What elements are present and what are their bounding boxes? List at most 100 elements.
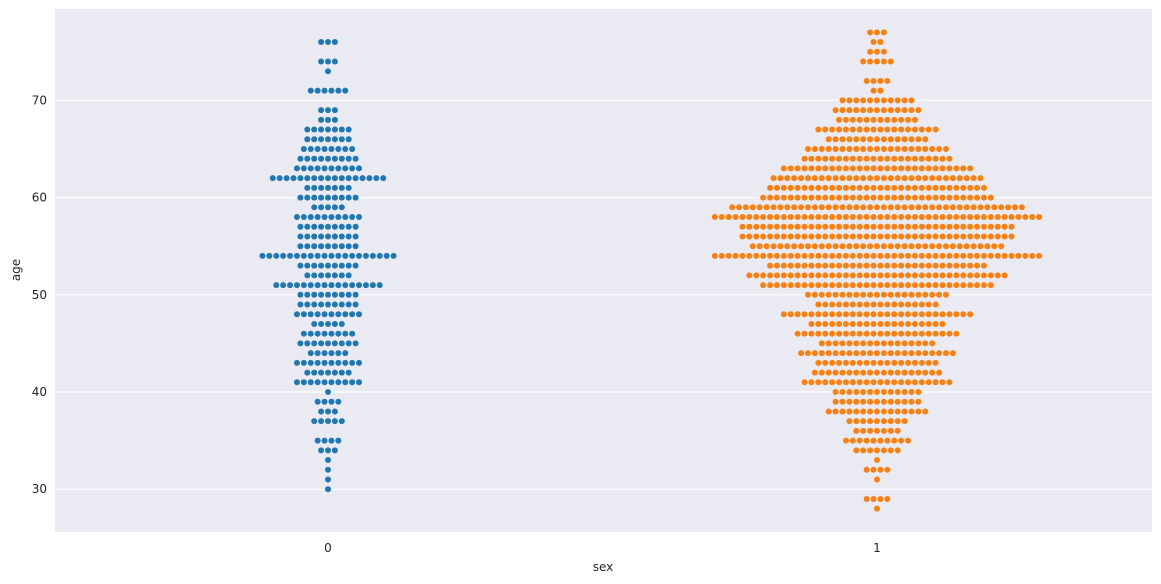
data-point bbox=[874, 369, 880, 376]
data-point bbox=[338, 262, 345, 269]
data-point bbox=[874, 107, 880, 114]
data-point bbox=[870, 194, 877, 201]
data-point bbox=[853, 243, 860, 250]
data-point bbox=[943, 204, 949, 211]
data-point bbox=[338, 291, 345, 298]
data-point bbox=[853, 350, 860, 357]
data-point bbox=[307, 379, 314, 386]
data-point bbox=[946, 379, 953, 386]
data-point bbox=[345, 340, 352, 347]
data-point bbox=[880, 427, 887, 434]
data-point bbox=[825, 136, 832, 143]
data-point bbox=[939, 165, 946, 172]
data-point bbox=[818, 369, 825, 376]
data-point bbox=[880, 340, 887, 347]
data-point bbox=[856, 165, 863, 172]
data-point bbox=[946, 165, 953, 172]
data-point bbox=[304, 291, 311, 298]
data-point bbox=[901, 145, 908, 152]
data-point bbox=[314, 282, 321, 289]
data-point bbox=[318, 233, 325, 240]
data-point bbox=[898, 301, 905, 308]
data-point bbox=[877, 311, 884, 318]
data-point bbox=[863, 77, 870, 84]
data-point bbox=[767, 223, 774, 230]
data-point bbox=[318, 369, 325, 376]
data-point bbox=[794, 223, 801, 230]
data-point bbox=[963, 243, 970, 250]
data-point bbox=[839, 408, 846, 415]
data-point bbox=[932, 320, 939, 327]
data-point bbox=[980, 184, 987, 191]
data-point bbox=[932, 233, 939, 240]
data-point bbox=[836, 262, 843, 269]
data-point bbox=[860, 291, 867, 298]
data-point bbox=[345, 136, 352, 143]
data-point bbox=[825, 145, 832, 152]
data-point bbox=[894, 204, 901, 211]
data-point bbox=[777, 175, 784, 182]
data-point bbox=[338, 223, 345, 230]
data-point bbox=[867, 48, 874, 55]
data-point bbox=[974, 194, 981, 201]
data-point bbox=[905, 311, 912, 318]
data-point bbox=[853, 398, 860, 405]
data-point bbox=[960, 165, 967, 172]
data-point bbox=[842, 262, 849, 269]
data-point bbox=[328, 165, 335, 172]
data-point bbox=[967, 223, 974, 230]
data-point bbox=[746, 272, 753, 279]
data-point bbox=[853, 427, 860, 434]
data-point bbox=[946, 311, 953, 318]
data-point bbox=[318, 194, 325, 201]
data-point bbox=[331, 194, 338, 201]
data-point bbox=[780, 165, 787, 172]
data-point bbox=[894, 427, 901, 434]
data-point bbox=[887, 204, 894, 211]
data-point bbox=[911, 330, 918, 337]
data-point bbox=[929, 175, 936, 182]
data-point bbox=[849, 320, 856, 327]
data-point bbox=[839, 136, 846, 143]
data-point bbox=[898, 262, 905, 269]
data-point bbox=[905, 223, 912, 230]
data-point bbox=[829, 359, 836, 366]
data-point bbox=[922, 350, 929, 357]
data-point bbox=[860, 175, 867, 182]
data-point bbox=[877, 320, 884, 327]
data-point bbox=[328, 87, 335, 94]
data-point bbox=[307, 330, 314, 337]
data-point bbox=[352, 291, 359, 298]
data-point bbox=[815, 320, 822, 327]
series-0 bbox=[259, 39, 397, 493]
data-point bbox=[898, 155, 905, 162]
data-point bbox=[860, 204, 867, 211]
data-point bbox=[980, 223, 987, 230]
data-point bbox=[856, 379, 863, 386]
data-point bbox=[808, 311, 815, 318]
data-point bbox=[815, 194, 822, 201]
data-point bbox=[342, 214, 349, 221]
data-point bbox=[794, 311, 801, 318]
data-point bbox=[863, 223, 870, 230]
data-point bbox=[915, 291, 922, 298]
data-point bbox=[974, 282, 981, 289]
data-point bbox=[356, 282, 363, 289]
data-point bbox=[856, 262, 863, 269]
data-point bbox=[939, 379, 946, 386]
data-point bbox=[946, 262, 953, 269]
data-point bbox=[338, 233, 345, 240]
data-point bbox=[867, 145, 874, 152]
data-point bbox=[870, 223, 877, 230]
data-point bbox=[911, 379, 918, 386]
data-point bbox=[894, 136, 901, 143]
data-point bbox=[867, 447, 874, 454]
data-point bbox=[929, 369, 936, 376]
data-point bbox=[867, 58, 874, 65]
data-point bbox=[328, 311, 335, 318]
data-point bbox=[911, 214, 918, 221]
data-point bbox=[894, 340, 901, 347]
data-point bbox=[863, 359, 870, 366]
data-point bbox=[980, 194, 987, 201]
data-point bbox=[811, 204, 818, 211]
